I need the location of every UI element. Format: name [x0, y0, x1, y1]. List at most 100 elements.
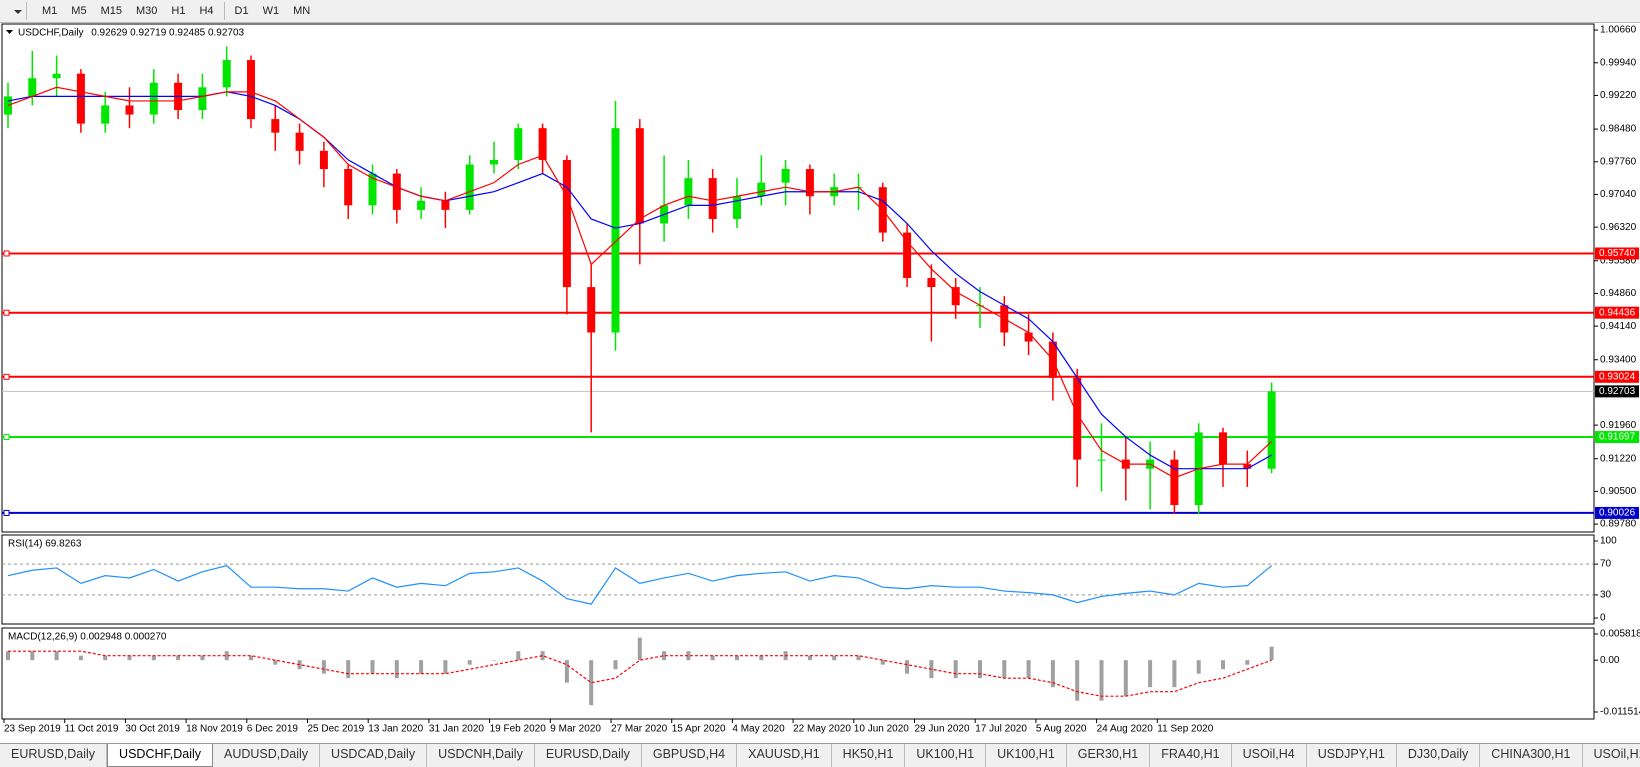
chart-tab[interactable]: AUDUSD,Daily: [213, 744, 320, 767]
candle-body: [247, 60, 255, 119]
candle-body: [587, 287, 595, 332]
macd-bar: [905, 660, 909, 674]
y-tick-label: 0.00: [1600, 655, 1620, 666]
macd-bar: [128, 656, 132, 661]
candle-body: [101, 105, 109, 123]
timeframe-button[interactable]: H1: [164, 2, 192, 20]
timeframe-button[interactable]: W1: [256, 2, 287, 20]
x-tick-label: 11 Sep 2020: [1157, 724, 1213, 735]
macd-bar: [322, 660, 326, 674]
level-label: 0.93024: [1599, 371, 1636, 382]
macd-bar: [443, 660, 447, 674]
macd-bar: [1100, 660, 1104, 701]
macd-bar: [152, 656, 156, 661]
y-tick-label: 0.99940: [1600, 57, 1637, 68]
macd-bar: [79, 656, 83, 661]
timeframe-button[interactable]: M5: [64, 2, 93, 20]
macd-bar: [614, 660, 618, 669]
macd-bar: [759, 656, 763, 661]
candle-body: [1025, 332, 1033, 341]
panel-title: RSI(14) 69.8263: [8, 539, 82, 550]
candle-body: [709, 178, 717, 219]
chart-tab[interactable]: USDCHF,Daily: [107, 744, 213, 767]
macd-bar: [200, 656, 204, 661]
chart-tab[interactable]: USDCAD,Daily: [320, 744, 427, 767]
level-handle: [4, 510, 9, 515]
candle-body: [490, 160, 498, 165]
y-tick-label: -0.011514: [1600, 707, 1640, 718]
macd-bar: [492, 660, 496, 661]
chart-tab[interactable]: GBPUSD,H4: [642, 744, 737, 767]
chart-tab[interactable]: DJ30,Daily: [1397, 744, 1480, 767]
timeframe-button[interactable]: H4: [192, 2, 220, 20]
panel-title: MACD(12,26,9) 0.002948 0.000270: [8, 632, 167, 643]
level-label: 0.91697: [1599, 432, 1636, 443]
chart-tab[interactable]: EURUSD,Daily: [0, 744, 107, 767]
level-label: 0.94436: [1599, 307, 1636, 318]
y-tick-label: 70: [1600, 559, 1612, 570]
x-tick-label: 10 Jun 2020: [854, 724, 909, 735]
y-tick-label: 0.89780: [1600, 519, 1637, 530]
candle-body: [1219, 432, 1227, 464]
macd-bar: [516, 651, 520, 660]
chart-tab[interactable]: CHINA300,H1: [1480, 744, 1582, 767]
macd-bar: [1270, 647, 1274, 661]
candle-body: [782, 169, 790, 183]
timeframe-button[interactable]: M1: [35, 2, 64, 20]
x-tick-label: 22 May 2020: [793, 724, 851, 735]
macd-bar: [1197, 660, 1201, 674]
x-tick-label: 24 Aug 2020: [1097, 724, 1154, 735]
chart-tab[interactable]: FRA40,H1: [1150, 744, 1231, 767]
macd-bar: [371, 660, 375, 674]
x-tick-label: 27 Mar 2020: [611, 724, 668, 735]
candle-body: [296, 133, 304, 151]
panel-frame: [2, 24, 1594, 532]
macd-bar: [1245, 660, 1249, 665]
candle-body: [466, 164, 474, 209]
macd-bar: [638, 638, 642, 661]
chart-tab[interactable]: XAUUSD,H1: [737, 744, 832, 767]
macd-bar: [1124, 660, 1128, 696]
candle-body: [757, 183, 765, 197]
chart-tab[interactable]: HK50,H1: [832, 744, 906, 767]
y-tick-label: 100: [1600, 536, 1617, 547]
ohlc-values: 0.92629 0.92719 0.92485 0.92703: [91, 28, 244, 39]
candle-body: [417, 201, 425, 210]
macd-bar: [55, 651, 59, 660]
macd-bar: [6, 651, 10, 660]
level-handle: [4, 310, 9, 315]
macd-bar: [468, 660, 472, 665]
macd-bar: [954, 660, 958, 678]
chart-tab[interactable]: USOil,H1: [1583, 744, 1640, 767]
macd-bar: [346, 660, 350, 678]
x-tick-label: 13 Jan 2020: [368, 724, 423, 735]
chart-tab[interactable]: USDCNH,Daily: [427, 744, 535, 767]
chart-tab[interactable]: USDJPY,H1: [1307, 744, 1397, 767]
chart-tab[interactable]: UK100,H1: [905, 744, 986, 767]
timeframe-button[interactable]: D1: [228, 2, 256, 20]
macd-bar: [1075, 660, 1079, 701]
panel-frame: [2, 535, 1594, 624]
timeframe-button[interactable]: M30: [129, 2, 164, 20]
candle-body: [1098, 460, 1106, 461]
x-tick-label: 25 Dec 2019: [308, 724, 365, 735]
chart-tab[interactable]: USOil,H4: [1232, 744, 1307, 767]
candle-body: [612, 128, 620, 332]
candle-body: [927, 278, 935, 287]
timeframe-button[interactable]: M15: [94, 2, 129, 20]
y-tick-label: 0.98480: [1600, 124, 1637, 135]
chart-tab[interactable]: EURUSD,Daily: [535, 744, 642, 767]
timeframe-button[interactable]: MN: [286, 2, 317, 20]
x-tick-label: 18 Nov 2019: [186, 724, 243, 735]
x-tick-label: 17 Jul 2020: [975, 724, 1027, 735]
candle-body: [150, 83, 158, 115]
macd-bar: [395, 660, 399, 678]
y-tick-label: 1.00660: [1600, 25, 1637, 36]
level-handle: [4, 435, 9, 440]
chart-tab[interactable]: GER30,H1: [1067, 744, 1150, 767]
x-tick-label: 31 Jan 2020: [429, 724, 484, 735]
dropdown[interactable]: [0, 2, 27, 20]
chart-tab[interactable]: UK100,H1: [986, 744, 1067, 767]
